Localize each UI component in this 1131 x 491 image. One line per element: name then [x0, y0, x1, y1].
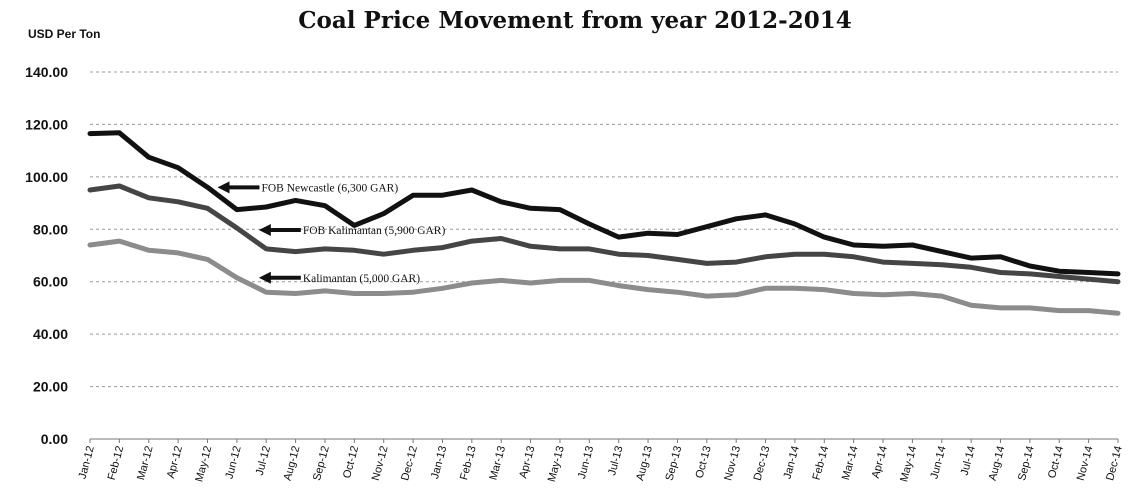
annotation-1: FOB Kalimantan (5,900 GAR) — [258, 223, 446, 237]
arrow-left-icon — [258, 223, 271, 236]
x-tick-label: Feb-12 — [106, 445, 127, 482]
x-tick-label: Jan-14 — [782, 445, 802, 481]
x-tick-label: May-13 — [546, 445, 567, 484]
x-tick-label: Oct-13 — [694, 445, 714, 480]
series-lines — [87, 130, 1121, 316]
y-tick-label: 140.00 — [25, 64, 68, 80]
y-axis-label: USD Per Ton — [28, 27, 100, 41]
x-tick-label: Dec-14 — [1104, 445, 1125, 482]
x-tick-label: Sep-14 — [1016, 445, 1037, 482]
x-tick-label: Aug-12 — [282, 445, 303, 482]
x-tick-label: Jul-14 — [959, 445, 978, 477]
series-line-2 — [87, 238, 1121, 316]
x-tick-label: Dec-13 — [752, 445, 773, 482]
x-axis: Jan-12 Feb-12 Mar-12 Apr-12 May-12 Jun-12 Jul-… — [77, 438, 1125, 484]
x-tick-label: Jun-14 — [928, 445, 948, 481]
y-tick-label: 0.00 — [41, 431, 68, 447]
x-tick-label: Apr-13 — [517, 445, 537, 480]
x-tick-label: Mar-12 — [135, 445, 156, 482]
x-tick-label: Mar-14 — [840, 445, 861, 482]
x-tick-label: May-12 — [193, 445, 214, 484]
x-tick-label: Dec-12 — [399, 445, 420, 482]
y-tick-label: 120.00 — [25, 116, 68, 132]
x-tick-label: Jan-12 — [77, 445, 97, 481]
annotation-2: Kalimantan (5,000 GAR) — [258, 271, 420, 285]
x-tick-label: Sep-12 — [311, 445, 332, 482]
y-tick-label: 40.00 — [33, 326, 68, 342]
y-tick-label: 80.00 — [33, 221, 68, 237]
series-line-0 — [87, 130, 1121, 277]
x-tick-label: May-14 — [898, 445, 919, 484]
x-tick-label: Oct-12 — [341, 445, 361, 480]
arrow-left-icon — [258, 271, 271, 284]
x-tick-label: Jul-13 — [606, 445, 625, 477]
annotation-label: Kalimantan (5,000 GAR) — [303, 273, 420, 285]
x-tick-label: Aug-13 — [634, 445, 655, 482]
x-tick-label: Mar-13 — [487, 445, 508, 482]
x-tick-label: Feb-13 — [458, 445, 479, 482]
series-line-1 — [87, 183, 1121, 285]
annotations: FOB Newcastle (6,300 GAR) FOB Kalimantan … — [217, 181, 446, 285]
x-tick-label: Oct-14 — [1046, 445, 1066, 480]
x-tick-label: Jun-13 — [576, 445, 596, 481]
annotation-0: FOB Newcastle (6,300 GAR) — [217, 181, 398, 194]
x-tick-label: Aug-14 — [987, 445, 1008, 482]
x-tick-label: Feb-14 — [811, 445, 832, 482]
arrow-left-icon — [217, 181, 230, 194]
annotation-label: FOB Newcastle (6,300 GAR) — [261, 182, 398, 194]
x-tick-label: Nov-13 — [722, 445, 743, 482]
x-tick-label: Jan-13 — [429, 445, 449, 481]
x-tick-label: Sep-13 — [664, 445, 685, 482]
annotation-label: FOB Kalimantan (5,900 GAR) — [303, 225, 446, 237]
x-tick-label: Nov-12 — [370, 445, 391, 482]
x-tick-label: Jun-12 — [223, 445, 243, 481]
x-tick-label: Apr-12 — [165, 445, 185, 480]
x-tick-label: Nov-14 — [1075, 445, 1096, 482]
y-axis-ticks: 0.00 20.00 40.00 60.00 80.00 100.00 120.00 140.… — [25, 64, 68, 447]
y-tick-label: 20.00 — [33, 379, 68, 395]
y-tick-label: 60.00 — [33, 274, 68, 290]
y-tick-label: 100.00 — [25, 169, 68, 185]
chart-title: Coal Price Movement from year 2012-2014 — [298, 7, 852, 34]
x-tick-label: Jul-12 — [254, 445, 273, 477]
x-tick-label: Apr-14 — [870, 445, 890, 480]
